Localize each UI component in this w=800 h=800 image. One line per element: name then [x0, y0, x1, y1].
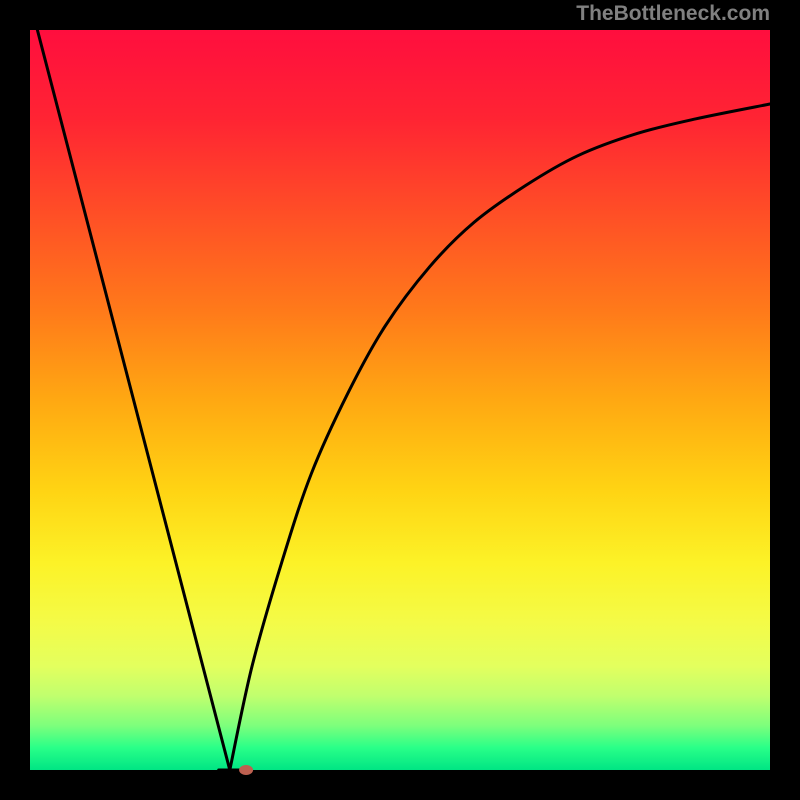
watermark-text: TheBottleneck.com: [576, 2, 770, 26]
minimum-marker: [239, 765, 253, 775]
bottleneck-chart: [0, 0, 800, 800]
gradient-background: [30, 30, 770, 770]
